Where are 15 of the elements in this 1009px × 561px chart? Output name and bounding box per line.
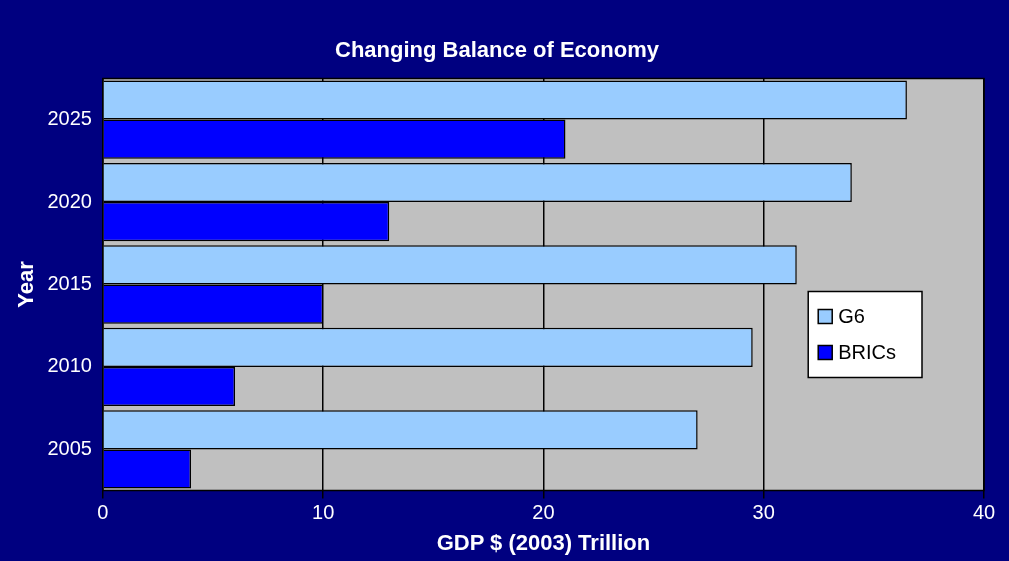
legend-label: BRICs: [838, 341, 897, 364]
y-tick-label: 2020: [47, 189, 92, 212]
x-tick-label: 20: [532, 501, 555, 524]
y-tick-label: 2025: [47, 107, 92, 130]
x-tick-label: 30: [752, 501, 775, 524]
y-tick-label: 2005: [47, 436, 92, 459]
x-tick-label: 10: [312, 501, 335, 524]
y-tick-label: 2015: [47, 272, 92, 295]
chart-title: Changing Balance of Economy: [335, 37, 660, 63]
y-axis-title: Year: [13, 260, 39, 308]
x-tick-label: 0: [97, 501, 109, 524]
y-tick-label: 2010: [47, 354, 92, 377]
x-axis-title: GDP $ (2003) Trillion: [436, 529, 651, 555]
legend-label: G6: [838, 305, 865, 328]
x-tick-label: 40: [972, 501, 996, 524]
